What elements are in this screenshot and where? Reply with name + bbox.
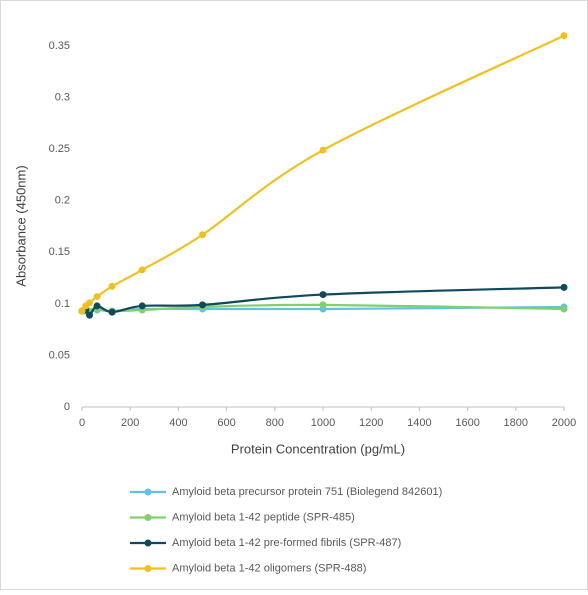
x-tick-label: 0	[79, 417, 85, 429]
legend-marker	[144, 539, 152, 547]
y-tick-label: 0.1	[55, 298, 70, 310]
data-point	[560, 305, 568, 313]
x-tick-label: 2000	[552, 417, 576, 429]
y-tick-label: 0.2	[55, 195, 70, 207]
x-tick-label: 400	[169, 417, 187, 429]
x-tick-label: 1400	[407, 417, 431, 429]
x-tick-label: 1600	[455, 417, 479, 429]
legend-marker	[144, 514, 152, 521]
data-point	[86, 299, 94, 307]
data-point	[199, 301, 206, 309]
data-point	[199, 231, 206, 239]
data-point	[319, 291, 327, 299]
y-tick-label: 0.35	[49, 40, 70, 52]
legend-marker	[144, 488, 152, 496]
x-tick-label: 1200	[359, 417, 383, 429]
data-point	[319, 146, 327, 154]
x-tick-label: 600	[217, 417, 235, 429]
y-axis-title: Absorbance (450nm)	[13, 165, 28, 286]
x-tick-label: 200	[121, 417, 139, 429]
data-point	[319, 301, 327, 309]
data-point	[108, 282, 116, 290]
data-point	[93, 293, 101, 301]
y-tick-label: 0.05	[49, 349, 70, 361]
x-tick-label: 1000	[311, 417, 335, 429]
data-point	[86, 311, 94, 319]
data-point	[560, 283, 568, 291]
legend-label: Amyloid beta 1-42 pre-formed fibrils (SP…	[172, 537, 401, 549]
data-point	[138, 266, 146, 274]
legend-label: Amyloid beta 1-42 peptide (SPR-485)	[172, 511, 355, 523]
legend-marker	[144, 565, 152, 572]
y-tick-label: 0	[64, 401, 70, 413]
data-point	[560, 32, 568, 40]
y-tick-label: 0.25	[49, 143, 70, 155]
data-point	[108, 308, 116, 316]
data-point	[78, 307, 86, 315]
x-tick-label: 800	[266, 417, 284, 429]
y-tick-label: 0.3	[55, 91, 70, 103]
legend-label: Amyloid beta precursor protein 751 (Biol…	[172, 486, 442, 498]
y-tick-label: 0.15	[49, 246, 70, 258]
x-axis-title: Protein Concentration (pg/mL)	[231, 441, 405, 456]
legend-label: Amyloid beta 1-42 oligomers (SPR-488)	[172, 562, 366, 574]
data-point	[138, 302, 146, 310]
x-tick-label: 1800	[504, 417, 528, 429]
data-point	[93, 302, 101, 310]
